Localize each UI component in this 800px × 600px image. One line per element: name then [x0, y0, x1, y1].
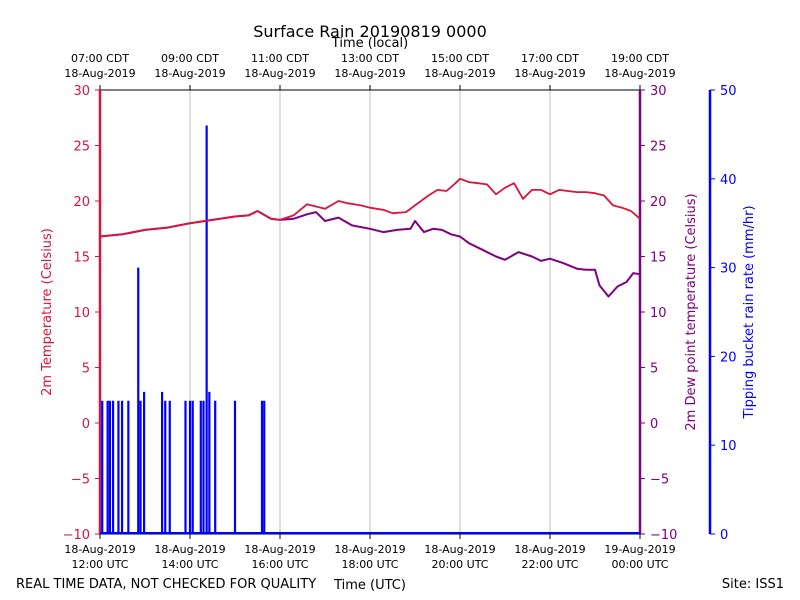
bottom-tick-date: 18-Aug-2019: [64, 543, 135, 556]
bottom-tick-time: 16:00 UTC: [251, 558, 308, 571]
top-tick-time: 19:00 CDT: [611, 52, 669, 65]
dew-tick-label: −5: [650, 473, 669, 488]
top-axis-label: Time (local): [331, 36, 408, 51]
rain-tick-label: 50: [720, 84, 737, 99]
top-tick-time: 07:00 CDT: [71, 52, 129, 65]
bottom-axis-label: Time (UTC): [333, 578, 406, 593]
temp-tick-label: 30: [73, 84, 90, 99]
temperature-series: [99, 177, 641, 238]
top-tick-time: 09:00 CDT: [161, 52, 219, 65]
temp-tick-label: 25: [73, 140, 90, 155]
rain-tick-label: 10: [720, 439, 737, 454]
bottom-tick-date: 18-Aug-2019: [334, 543, 405, 556]
temp-tick-label: −5: [71, 473, 90, 488]
dew-tick-label: 20: [650, 195, 667, 210]
top-tick-date: 18-Aug-2019: [604, 67, 675, 80]
bottom-tick-time: 18:00 UTC: [341, 558, 398, 571]
rain-tick-label: 40: [720, 173, 737, 188]
top-tick-date: 18-Aug-2019: [514, 67, 585, 80]
temp-tick-label: 10: [73, 306, 90, 321]
dew-tick-label: 0: [650, 417, 658, 432]
dew-tick-label: 15: [650, 251, 667, 266]
bottom-tick-date: 18-Aug-2019: [514, 543, 585, 556]
dew-tick-label: −10: [650, 528, 677, 543]
bottom-tick-date: 18-Aug-2019: [154, 543, 225, 556]
temp-tick-label: 0: [82, 417, 90, 432]
top-tick-date: 18-Aug-2019: [64, 67, 135, 80]
dew-tick-label: 30: [650, 84, 667, 99]
temp-axis-label: 2m Temperature (Celsius): [40, 228, 55, 396]
grid-lines: [189, 90, 551, 534]
temp-tick-label: 20: [73, 195, 90, 210]
dew-axis-label: 2m Dew point temperature (Celsius): [684, 193, 699, 430]
top-tick-date: 18-Aug-2019: [244, 67, 315, 80]
dew-tick-label: 10: [650, 306, 667, 321]
bottom-tick-time: 14:00 UTC: [161, 558, 218, 571]
temp-tick-label: −10: [63, 528, 90, 543]
top-tick-time: 13:00 CDT: [341, 52, 399, 65]
dew-tick-label: 5: [650, 362, 658, 377]
bottom-tick-time: 00:00 UTC: [611, 558, 668, 571]
quality-warning: REAL TIME DATA, NOT CHECKED FOR QUALITY: [16, 577, 316, 592]
bottom-tick-time: 12:00 UTC: [71, 558, 128, 571]
top-tick-date: 18-Aug-2019: [334, 67, 405, 80]
top-tick-date: 18-Aug-2019: [154, 67, 225, 80]
rain-axis-ticks: 50 40 30 20 10 0: [710, 84, 737, 543]
dew-axis-ticks: 30 25 20 15 10 5 0 −5 −10: [640, 84, 677, 543]
top-tick-date: 18-Aug-2019: [424, 67, 495, 80]
rain-tick-label: 20: [720, 350, 737, 365]
bottom-tick-time: 22:00 UTC: [521, 558, 578, 571]
temp-tick-label: 5: [82, 362, 90, 377]
temperature-line: [99, 177, 641, 238]
bottom-axis-ticks: 18-Aug-2019 12:00 UTC 18-Aug-2019 14:00 UTC…: [64, 534, 676, 571]
bottom-tick-date: 18-Aug-2019: [424, 543, 495, 556]
top-tick-time: 11:00 CDT: [251, 52, 309, 65]
bottom-tick-date: 19-Aug-2019: [604, 543, 675, 556]
chart-title: Surface Rain 20190819 0000: [253, 22, 487, 41]
rain-tick-label: 0: [720, 528, 728, 543]
temp-tick-label: 15: [73, 251, 90, 266]
rain-tick-label: 30: [720, 262, 737, 277]
rain-rate-series: [100, 125, 640, 534]
rain-axis-label: Tipping bucket rain rate (mm/hr): [742, 205, 757, 419]
bottom-tick-date: 18-Aug-2019: [244, 543, 315, 556]
temp-axis-ticks: 30 25 20 15 10 5 0 −5 −10: [63, 84, 100, 543]
top-axis-ticks: 07:00 CDT 18-Aug-2019 09:00 CDT 18-Aug-2019…: [64, 52, 676, 90]
top-tick-time: 15:00 CDT: [431, 52, 489, 65]
top-tick-time: 17:00 CDT: [521, 52, 579, 65]
dew-tick-label: 25: [650, 140, 667, 155]
site-label: Site: ISS1: [722, 577, 784, 592]
bottom-tick-time: 20:00 UTC: [431, 558, 488, 571]
